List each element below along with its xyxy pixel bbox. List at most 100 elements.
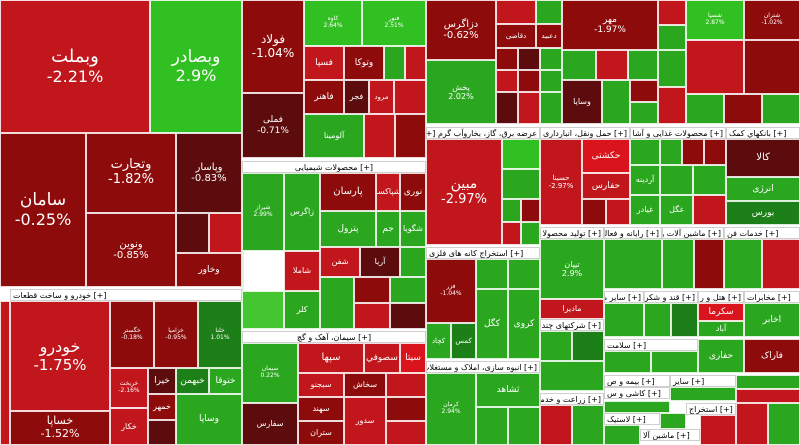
tile-small-mid[interactable] <box>540 405 572 445</box>
tile-small-pharma[interactable] <box>496 0 536 24</box>
tile-foolad[interactable]: فولاد -1.04% <box>242 0 304 93</box>
tile-small-metal[interactable] <box>394 80 426 114</box>
tile-mehr[interactable]: مهر -1.97% <box>562 0 658 50</box>
tile-small-it[interactable] <box>762 239 800 289</box>
tile-small-mid[interactable] <box>572 331 604 361</box>
tile-small-ins[interactable] <box>628 50 658 80</box>
tile-vnovin[interactable]: ونوین -0.85% <box>86 213 176 287</box>
tile-small-metal[interactable] <box>384 46 405 80</box>
tile-small-chem[interactable] <box>320 277 354 329</box>
tile-vsapa[interactable]: وسایا <box>562 80 602 124</box>
tile-khanna[interactable]: خریخت -2.16% <box>110 368 148 408</box>
tile-small-pharma[interactable] <box>518 70 540 92</box>
tile-small-trans[interactable] <box>582 199 606 225</box>
tile-small-food[interactable] <box>660 165 693 195</box>
tile-dabid[interactable]: دعبيد <box>536 24 562 48</box>
tile-fkhor[interactable]: کاوه 2.64% <box>304 0 362 46</box>
tile-petrol[interactable]: پترول <box>320 211 376 247</box>
tile-shfan[interactable]: شفن <box>320 247 360 277</box>
tile-khtrak[interactable]: خیرا <box>148 368 176 394</box>
tile-small-misc[interactable] <box>736 403 768 445</box>
tile-khodro[interactable]: خودرو -1.75% <box>10 301 110 411</box>
tile-ghibadr[interactable]: غیادر <box>630 195 660 225</box>
tile-vkhavar[interactable]: وخاور <box>176 253 242 287</box>
tile-small-food[interactable] <box>693 195 726 225</box>
sector-header-utilities[interactable]: عرضه برق، گاز، بخاروآب گرم [+] <box>426 127 540 139</box>
tile-small-misc[interactable] <box>604 425 640 445</box>
tile-dargas[interactable]: دزاگرس -0.62% <box>426 0 496 60</box>
tile-small-cons[interactable] <box>508 407 540 445</box>
tile-small-trans[interactable] <box>606 199 630 225</box>
sector-header-transport[interactable]: [+] حمل ونقل، انبارداری و ار <box>540 127 630 139</box>
tile-fameli[interactable]: فملی -0.71% <box>242 93 304 158</box>
tile-farak[interactable]: فاراک <box>744 339 800 373</box>
tile-hkashti[interactable]: حکشتی <box>582 139 630 173</box>
sector-header-misc7[interactable]: [+] بیمه و ص <box>604 375 670 387</box>
tile-small-bank[interactable] <box>176 213 209 253</box>
tile-small-chem[interactable] <box>390 277 426 303</box>
tile-small-pharma[interactable] <box>496 48 518 70</box>
tile-marud[interactable]: مرود <box>369 80 394 114</box>
tile-small-ins[interactable] <box>602 80 630 124</box>
tile-shpakhsh[interactable]: شپاکسا <box>376 173 400 211</box>
tile-shamla[interactable]: شاملا <box>284 251 320 291</box>
tile-siha[interactable]: سپها <box>298 343 364 373</box>
tile-sita[interactable]: سیتا <box>400 343 426 373</box>
sector-header-construction[interactable]: [+] انبوه سازی، املاک و مستغلات <box>426 361 540 373</box>
tile-small-util[interactable] <box>521 222 540 245</box>
sector-header-chemical[interactable]: [+] محصولات شیمیایی <box>242 161 426 173</box>
sector-header-automotive[interactable]: [+] خودرو و ساخت قطعات <box>10 289 242 301</box>
tile-small-it[interactable] <box>662 239 694 289</box>
tile-small-ins[interactable] <box>596 50 628 80</box>
tile-small-ins[interactable] <box>630 80 658 102</box>
tile-hasina[interactable]: حسینا -2.97% <box>540 139 582 225</box>
tile-small-ref[interactable] <box>476 259 508 289</box>
tile-noori[interactable]: نوری <box>400 173 426 211</box>
tile-seshomal[interactable]: سصوفي <box>364 343 400 373</box>
tile-saman[interactable]: سامان -0.25% <box>0 133 86 287</box>
sector-header-misc5[interactable]: [+] شرکتهای چند ر <box>540 319 604 331</box>
tile-fkhoz[interactable]: فاهنر <box>304 80 344 114</box>
tile-small-food[interactable] <box>630 139 660 165</box>
tile-small-util[interactable] <box>502 169 540 199</box>
tile-small-pharma[interactable] <box>518 92 540 124</box>
tile-small-misc[interactable] <box>670 387 736 401</box>
tile-small-pharma[interactable] <box>540 70 562 92</box>
tile-kchad[interactable]: کچاد <box>426 323 451 359</box>
tile-shespa[interactable]: شسپا 2.87% <box>686 0 744 40</box>
tile-small-mid[interactable] <box>540 361 604 391</box>
tile-small-ins[interactable] <box>630 102 658 124</box>
tile-small-chem[interactable] <box>400 247 426 277</box>
tile-small-ins[interactable] <box>744 40 800 94</box>
tile-small-misc[interactable] <box>768 403 800 445</box>
sector-header-refining[interactable]: [+] استخراج کانه های فلزی <box>426 247 540 259</box>
tile-small-cem[interactable] <box>386 421 426 445</box>
tile-ghardineh[interactable]: آردینه <box>630 165 660 195</box>
sector-header-misc6[interactable]: [+] سلامت <box>604 339 698 351</box>
tile-khmehr[interactable]: خمهر <box>148 394 176 420</box>
tile-khtoka[interactable]: ختوقا <box>209 368 242 394</box>
tile-madira[interactable]: مادیرا <box>540 299 604 319</box>
tile-sekarma[interactable]: سکرما <box>698 303 744 321</box>
tile-shguya[interactable]: شگویا <box>400 211 426 247</box>
tile-setran[interactable]: ستران <box>298 421 344 445</box>
tile-small-it[interactable] <box>694 239 724 289</box>
tile-shiraz[interactable]: شیراز 2.99% <box>242 173 284 251</box>
tile-small-misc[interactable] <box>736 375 800 389</box>
tile-vsatran[interactable]: وساپا <box>176 394 242 445</box>
tile-khegostar[interactable]: خگستر -0.18% <box>110 301 154 368</box>
tile-pakhsh[interactable]: پخش 2.02% <box>426 60 496 124</box>
tile-small-util[interactable] <box>502 199 521 222</box>
tile-small-it[interactable] <box>724 239 762 289</box>
sector-header-misc11[interactable]: [+] استخراج <box>686 403 736 415</box>
sector-header-medical[interactable]: [+] تولید محصولا <box>540 227 604 239</box>
tile-vbmellat[interactable]: وبملت -2.21% <box>0 0 150 133</box>
tile-small-misc[interactable] <box>651 351 698 373</box>
tile-khbahman[interactable]: خبهمن <box>176 368 209 394</box>
tile-siment1[interactable]: سیمان 0.22% <box>242 343 298 403</box>
sector-header-cement[interactable]: [+] سیمان، آهک و گچ <box>242 331 426 343</box>
sector-header-cement2[interactable]: [+] رایانه و فعالیت <box>604 227 662 239</box>
tile-kroi[interactable]: کروی <box>508 289 540 359</box>
tile-small-metal[interactable] <box>405 46 426 80</box>
tile-akhaber[interactable]: اخابر <box>744 303 800 337</box>
